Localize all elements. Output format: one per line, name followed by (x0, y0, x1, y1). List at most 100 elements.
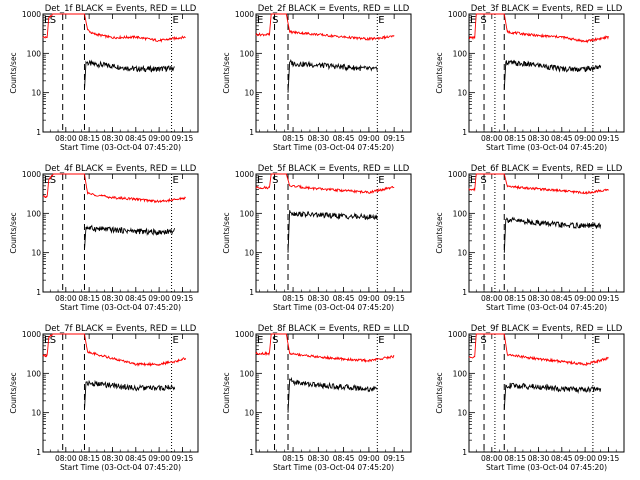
series-line-events (503, 216, 602, 253)
x-tick-label: 08:00 (55, 454, 77, 463)
y-tick-label: 1 (462, 448, 467, 457)
x-tick-label: 08:30 (308, 134, 330, 143)
x-tick-label: 08:15 (282, 134, 304, 143)
segment-marker-S: S (272, 335, 278, 346)
y-tick-label: 100 (453, 49, 468, 58)
y-tick-label: 10 (457, 409, 467, 418)
series-line-lld (468, 173, 609, 195)
series-line-lld (42, 333, 187, 367)
x-axis-label: Start Time (03-Oct-04 07:45:20) (486, 463, 607, 472)
detector-panel-9: Det_9f BLACK = Events, RED = LLD 1 10 100 10… (435, 324, 625, 472)
plot-title: Det_7f BLACK = Events, RED = LLD (45, 324, 197, 334)
segment-marker-E: E (470, 335, 476, 346)
x-tick-label: 09:15 (172, 294, 194, 303)
x-axis-label: Start Time (03-Oct-04 07:45:20) (486, 303, 607, 312)
y-tick-label: 100 (27, 49, 42, 58)
y-tick-label: 10 (31, 409, 41, 418)
detector-panel-6: Det_6f BLACK = Events, RED = LLD 1 10 100 10… (435, 164, 625, 312)
y-tick-label: 1 (36, 448, 41, 457)
x-tick-label: 09:00 (574, 294, 596, 303)
y-axis-label: Counts/sec (222, 52, 231, 93)
y-tick-label: 1 (462, 128, 467, 137)
y-tick-label: 1000 (22, 330, 41, 339)
segment-marker-E: E (594, 15, 600, 26)
segment-marker-E: E (594, 335, 600, 346)
y-tick-label: 1 (249, 288, 254, 297)
x-tick-label: 08:00 (481, 134, 503, 143)
y-tick-label: 1000 (448, 330, 467, 339)
x-tick-label: 08:15 (78, 134, 100, 143)
y-tick-label: 1 (249, 448, 254, 457)
segment-marker-E: E (470, 175, 476, 186)
x-tick-label: 09:15 (383, 454, 405, 463)
segment-marker-E: E (470, 15, 476, 26)
y-tick-label: 10 (31, 89, 41, 98)
detector-panel-5: Det_5f BLACK = Events, RED = LLD 1 10 100 10… (222, 164, 412, 312)
y-axis-label: Counts/sec (435, 212, 444, 253)
x-tick-label: 08:00 (481, 294, 503, 303)
segment-marker-E: E (173, 175, 179, 186)
y-tick-label: 100 (453, 209, 468, 218)
detector-panel-1: Det_1f BLACK = Events, RED = LLD 1 10 100 10… (9, 4, 199, 152)
y-axis-label: Counts/sec (9, 52, 18, 93)
plot-title: Det_2f BLACK = Events, RED = LLD (258, 4, 410, 14)
y-tick-label: 10 (31, 249, 41, 258)
segment-marker-E: E (44, 15, 50, 26)
x-tick-label: 08:15 (282, 294, 304, 303)
series-line-events (503, 59, 602, 90)
y-tick-label: 1 (462, 288, 467, 297)
y-tick-label: 1 (249, 128, 254, 137)
plot-frame (42, 333, 199, 453)
y-tick-label: 10 (244, 249, 254, 258)
x-tick-label: 08:00 (481, 454, 503, 463)
series-line-events (287, 376, 378, 413)
series-line-events (84, 379, 176, 410)
x-tick-label: 08:30 (102, 294, 124, 303)
segment-marker-S: S (480, 175, 486, 186)
series-line-lld (255, 13, 395, 42)
segment-marker-E: E (378, 175, 384, 186)
y-tick-label: 100 (27, 209, 42, 218)
segment-marker-E: E (173, 15, 179, 26)
y-tick-label: 1000 (448, 170, 467, 179)
y-tick-label: 100 (240, 209, 255, 218)
x-tick-label: 08:45 (551, 454, 573, 463)
x-tick-label: 08:45 (125, 294, 147, 303)
detector-panel-7: Det_7f BLACK = Events, RED = LLD 1 10 100 10… (9, 324, 199, 472)
x-tick-label: 08:15 (504, 454, 526, 463)
x-axis-label: Start Time (03-Oct-04 07:45:20) (273, 143, 394, 152)
y-tick-label: 1000 (448, 10, 467, 19)
series-line-events (84, 224, 176, 250)
segment-marker-S: S (272, 175, 278, 186)
plot-frame (255, 13, 412, 133)
x-tick-label: 09:15 (172, 454, 194, 463)
segment-marker-E: E (378, 15, 384, 26)
x-tick-label: 09:00 (574, 454, 596, 463)
x-tick-label: 08:15 (504, 294, 526, 303)
x-axis-label: Start Time (03-Oct-04 07:45:20) (60, 463, 181, 472)
detector-panel-3: Det_3f BLACK = Events, RED = LLD 1 10 100 10… (435, 4, 625, 152)
y-tick-label: 10 (457, 249, 467, 258)
detector-panel-4: Det_4f BLACK = Events, RED = LLD 1 10 100 10… (9, 164, 199, 312)
plot-frame (255, 173, 412, 293)
segment-marker-S: S (50, 175, 56, 186)
detector-panel-8: Det_8f BLACK = Events, RED = LLD 1 10 100 10… (222, 324, 412, 472)
series-line-lld (42, 13, 186, 43)
x-tick-label: 08:30 (308, 454, 330, 463)
x-tick-label: 09:15 (383, 294, 405, 303)
y-tick-label: 100 (240, 369, 255, 378)
x-axis-label: Start Time (03-Oct-04 07:45:20) (273, 463, 394, 472)
series-line-lld (469, 13, 609, 44)
series-line-lld (255, 333, 395, 363)
x-tick-label: 09:00 (358, 294, 380, 303)
y-axis-label: Counts/sec (222, 372, 231, 413)
x-tick-label: 08:45 (551, 134, 573, 143)
series-line-events (84, 59, 175, 90)
x-tick-label: 08:15 (78, 454, 100, 463)
segment-marker-S: S (50, 15, 56, 26)
plot-frame (468, 13, 625, 133)
y-tick-label: 1000 (235, 170, 254, 179)
x-tick-label: 09:00 (148, 294, 170, 303)
segment-marker-E: E (378, 335, 384, 346)
x-tick-label: 08:45 (333, 294, 355, 303)
